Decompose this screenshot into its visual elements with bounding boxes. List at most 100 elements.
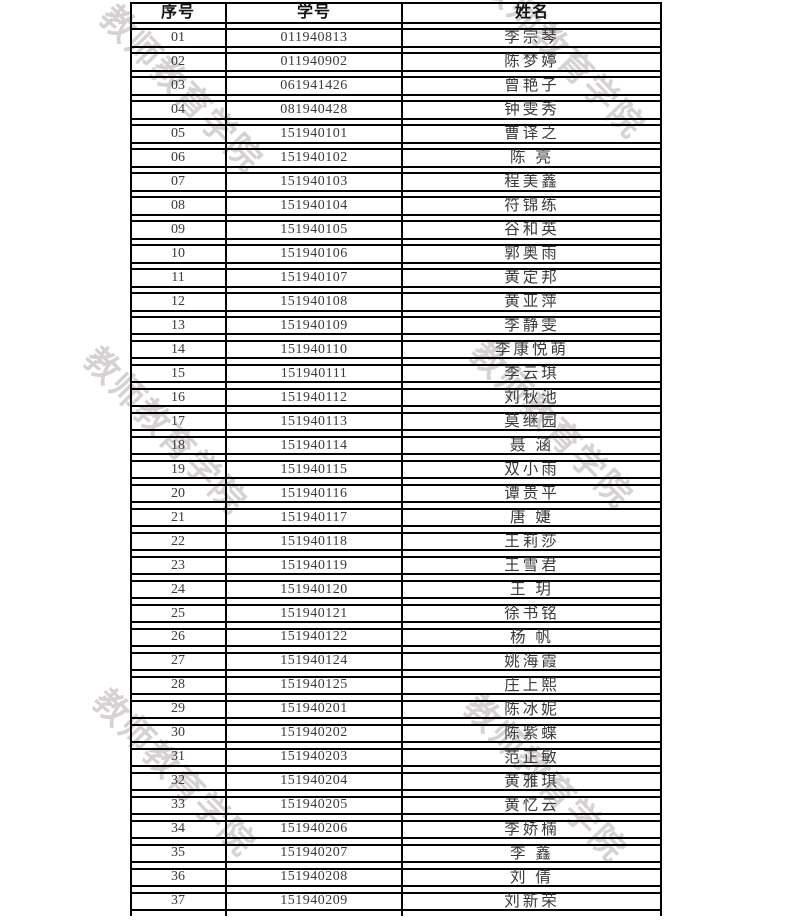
table-row: 32 151940204 黄雅琪 <box>130 771 662 792</box>
cell-student-name: 唐 婕 <box>510 508 554 526</box>
table-row: 09 151940105 谷和英 <box>130 219 662 240</box>
cell-index-number: 10 <box>171 245 185 261</box>
cell-index-number: 32 <box>171 773 185 789</box>
cell-student-id: 151940206 <box>280 821 348 837</box>
table-row: 07 151940103 程美鑫 <box>130 171 662 192</box>
table-row: 25 151940121 徐书铭 <box>130 603 662 624</box>
cell-index-number: 37 <box>171 893 185 909</box>
cell-index-number: 13 <box>171 317 185 333</box>
cell-index-number: 23 <box>171 557 185 573</box>
cell-student-name: 郭奥雨 <box>504 244 560 262</box>
table-row: 31 151940203 范正敏 <box>130 747 662 768</box>
cell-student-name: 王 玥 <box>510 580 554 598</box>
cell-student-id: 151940125 <box>280 677 348 693</box>
table-row: 33 151940205 黄忆云 <box>130 795 662 816</box>
cell-index-number: 18 <box>171 437 185 453</box>
cell-index-number: 06 <box>171 149 185 165</box>
cell-student-id: 151940204 <box>280 773 348 789</box>
cell-student-id: 151940115 <box>280 461 348 477</box>
cell-index-number: 21 <box>171 509 185 525</box>
table-row: 36 151940208 刘 倩 <box>130 867 662 888</box>
cell-student-id: 061941426 <box>280 77 348 93</box>
cell-student-name: 李静雯 <box>504 316 560 334</box>
cell-student-id: 151940201 <box>280 701 348 717</box>
cell-index-number: 01 <box>171 29 185 45</box>
table-row: 06 151940102 陈 亮 <box>130 148 662 168</box>
cell-index-number: 02 <box>171 53 185 69</box>
cell-student-name: 徐书铭 <box>504 604 560 622</box>
cell-index-number: 14 <box>171 341 185 357</box>
cell-student-id: 151940106 <box>280 245 348 261</box>
table-header-row: 序号 学号 姓名 <box>130 2 662 24</box>
cell-student-id: 151940203 <box>280 749 348 765</box>
cell-student-name: 陈 亮 <box>510 149 554 167</box>
cell-index-number: 20 <box>171 485 185 501</box>
cell-student-id: 151940207 <box>280 845 348 861</box>
table-row: 20 151940116 谭贵平 <box>130 483 662 504</box>
cell-index-number: 15 <box>171 365 185 381</box>
cell-student-id: 151940124 <box>280 653 348 669</box>
table-row: 30 151940202 陈紫蝶 <box>130 723 662 744</box>
cell-student-name: 陈冰妮 <box>504 700 560 718</box>
cell-student-name: 双小雨 <box>504 460 560 478</box>
cell-index-number: 08 <box>171 197 185 213</box>
table-row: 02 011940902 陈梦婷 <box>130 52 662 72</box>
table-column-divider-2 <box>401 2 403 916</box>
cell-index-number: 12 <box>171 293 185 309</box>
cell-student-id: 151940107 <box>280 269 348 285</box>
cell-index-number: 17 <box>171 413 185 429</box>
cell-student-id: 151940120 <box>280 581 348 597</box>
column-header-name: 姓名 <box>514 3 549 21</box>
cell-student-id: 011940902 <box>280 53 348 69</box>
cell-student-id: 081940428 <box>280 101 348 117</box>
cell-student-name: 符锦练 <box>504 197 560 215</box>
table-body: 01 011940813 李宗琴 02 011940902 陈梦婷 03 061941426 曾… <box>130 28 662 912</box>
table-row: 13 151940109 李静雯 <box>130 315 662 336</box>
cell-student-id: 151940208 <box>280 869 348 885</box>
cell-student-name: 刘新荣 <box>504 892 560 910</box>
table-row: 34 151940206 李娇楠 <box>130 819 662 840</box>
cell-student-id: 151940119 <box>280 557 348 573</box>
table-row: 29 151940201 陈冰妮 <box>130 699 662 720</box>
cell-student-id: 151940109 <box>280 317 348 333</box>
table-row: 15 151940111 李云琪 <box>130 363 662 384</box>
cell-student-id: 151940101 <box>280 125 348 141</box>
table-row: 04 081940428 钟雯秀 <box>130 100 662 120</box>
cell-student-id: 151940112 <box>280 389 348 405</box>
cell-index-number: 35 <box>171 845 185 861</box>
table-row: 12 151940108 黄亚萍 <box>130 291 662 312</box>
table-row: 22 151940118 王莉莎 <box>130 531 662 552</box>
cell-student-name: 陈梦婷 <box>504 53 560 71</box>
cell-student-id: 151940118 <box>280 533 348 549</box>
cell-student-id: 151940116 <box>280 485 348 501</box>
table-row: 28 151940125 庄上熙 <box>130 675 662 696</box>
cell-student-id: 151940105 <box>280 221 348 237</box>
table-row: 19 151940115 双小雨 <box>130 459 662 480</box>
cell-student-name: 曹译之 <box>504 125 560 143</box>
cell-student-name: 李云琪 <box>504 364 560 382</box>
cell-student-name: 李 鑫 <box>510 844 554 862</box>
cell-student-name: 曾艳子 <box>504 77 560 95</box>
cell-index-number: 16 <box>171 389 185 405</box>
table-row: 17 151940113 莫继园 <box>130 411 662 432</box>
table-row: 08 151940104 符锦练 <box>130 195 662 216</box>
cell-student-name: 黄雅琪 <box>504 772 560 790</box>
cell-student-id: 151940202 <box>280 725 348 741</box>
cell-student-name: 李康悦萌 <box>494 340 569 358</box>
column-header-index: 序号 <box>160 3 195 21</box>
cell-student-name: 谷和英 <box>504 221 560 238</box>
table-row: 21 151940117 唐 婕 <box>130 507 662 528</box>
cell-index-number: 03 <box>171 77 185 93</box>
cell-student-id: 151940117 <box>280 509 348 525</box>
cell-student-name: 黄定邦 <box>504 268 560 286</box>
cell-student-name: 黄亚萍 <box>504 292 560 310</box>
cell-student-id: 151940103 <box>280 173 348 189</box>
cell-student-name: 陈紫蝶 <box>504 724 560 742</box>
table-row: 05 151940101 曹译之 <box>130 124 662 144</box>
cell-index-number: 26 <box>171 629 185 645</box>
table-row: 03 061941426 曾艳子 <box>130 76 662 96</box>
table-row: 26 151940122 杨 帆 <box>130 627 662 648</box>
cell-student-id: 151940122 <box>280 629 348 645</box>
table-row: 27 151940124 姚海霞 <box>130 651 662 672</box>
